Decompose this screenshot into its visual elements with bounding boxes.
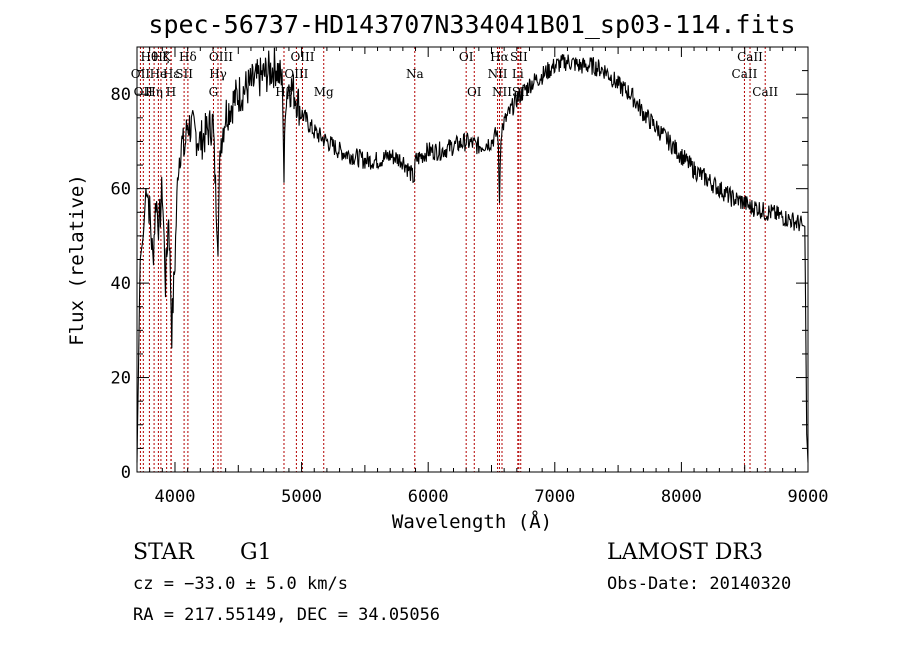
spectral-line-label: SII <box>510 50 528 64</box>
survey-name: LAMOST DR3 <box>607 540 763 565</box>
spectral-line-label: OIII <box>209 50 233 64</box>
y-tick-label: 40 <box>111 274 131 294</box>
spectral-line-label: Hθ <box>141 50 159 64</box>
x-tick-label: 4000 <box>155 487 196 507</box>
spectral-line-label: He <box>150 67 168 81</box>
spectral-line-label: Na <box>406 67 424 81</box>
spectral-line-label: Hγ <box>209 67 227 81</box>
y-axis-ticks: 0 20 40 60 80 <box>111 70 808 483</box>
spectral-line-label: CaII <box>737 50 763 64</box>
x-axis-label: Wavelength (Å) <box>392 510 552 533</box>
spectral-line-label: Hε <box>163 67 180 81</box>
spectral-line-labels: OIIOIIHθHηHeHζKHHεSIIHδGHγOIIIHβOIIIOIII… <box>131 50 779 99</box>
coordinates: RA = 217.55149, DEC = 34.05056 <box>133 605 440 625</box>
spectral-line-label: NII <box>492 85 512 99</box>
spectral-line-label: OII <box>131 67 151 81</box>
spectral-line-label: OI <box>459 50 474 64</box>
redshift-text: cz = −33.0 ± 5.0 km/s <box>133 574 348 594</box>
spectral-line-label: Mg <box>314 85 334 99</box>
spectral-line-label: Hα <box>490 50 509 64</box>
spectral-line-label: Li <box>512 67 524 81</box>
x-tick-label: 6000 <box>408 487 449 507</box>
obs-date: Obs-Date: 20140320 <box>607 574 791 594</box>
spectral-line-label: OI <box>467 85 482 99</box>
x-tick-label: 9000 <box>788 487 829 507</box>
y-tick-label: 80 <box>111 85 131 105</box>
spectral-line-label: Hη <box>145 85 163 99</box>
x-tick-label: 8000 <box>661 487 702 507</box>
y-tick-label: 60 <box>111 180 131 200</box>
plot-frame <box>136 46 809 473</box>
x-tick-label: 5000 <box>281 487 322 507</box>
spectral-line-label: CaII <box>752 85 778 99</box>
spectral-line-label: G <box>209 85 219 99</box>
spectrum-line <box>136 47 809 463</box>
spectral-line-label: OIII <box>290 50 314 64</box>
spectral-line-label: NII <box>488 67 508 81</box>
spectral-line-label: H <box>166 85 176 99</box>
spectral-line-label: Hζ <box>152 50 169 64</box>
spectral-line-label: SII <box>175 67 193 81</box>
spectral-line-label: OII <box>134 85 154 99</box>
x-axis-ticks: 4000 5000 6000 7000 8000 9000 <box>136 47 829 507</box>
spectral-line-label: K <box>162 50 172 64</box>
spectral-line-label: Hδ <box>179 50 197 64</box>
spectral-line-label: OIII <box>284 67 308 81</box>
object-subclass: G1 <box>240 540 272 565</box>
spectral-lines <box>139 47 766 472</box>
object-class: STAR <box>133 540 195 565</box>
x-tick-label: 7000 <box>534 487 575 507</box>
y-tick-label: 20 <box>111 369 131 389</box>
spectral-line-label: CaII <box>732 67 758 81</box>
chart-title: spec-56737-HD143707N334041B01_sp03-114.f… <box>148 10 795 39</box>
y-tick-label: 0 <box>121 463 131 483</box>
y-axis-label: Flux (relative) <box>66 174 88 346</box>
